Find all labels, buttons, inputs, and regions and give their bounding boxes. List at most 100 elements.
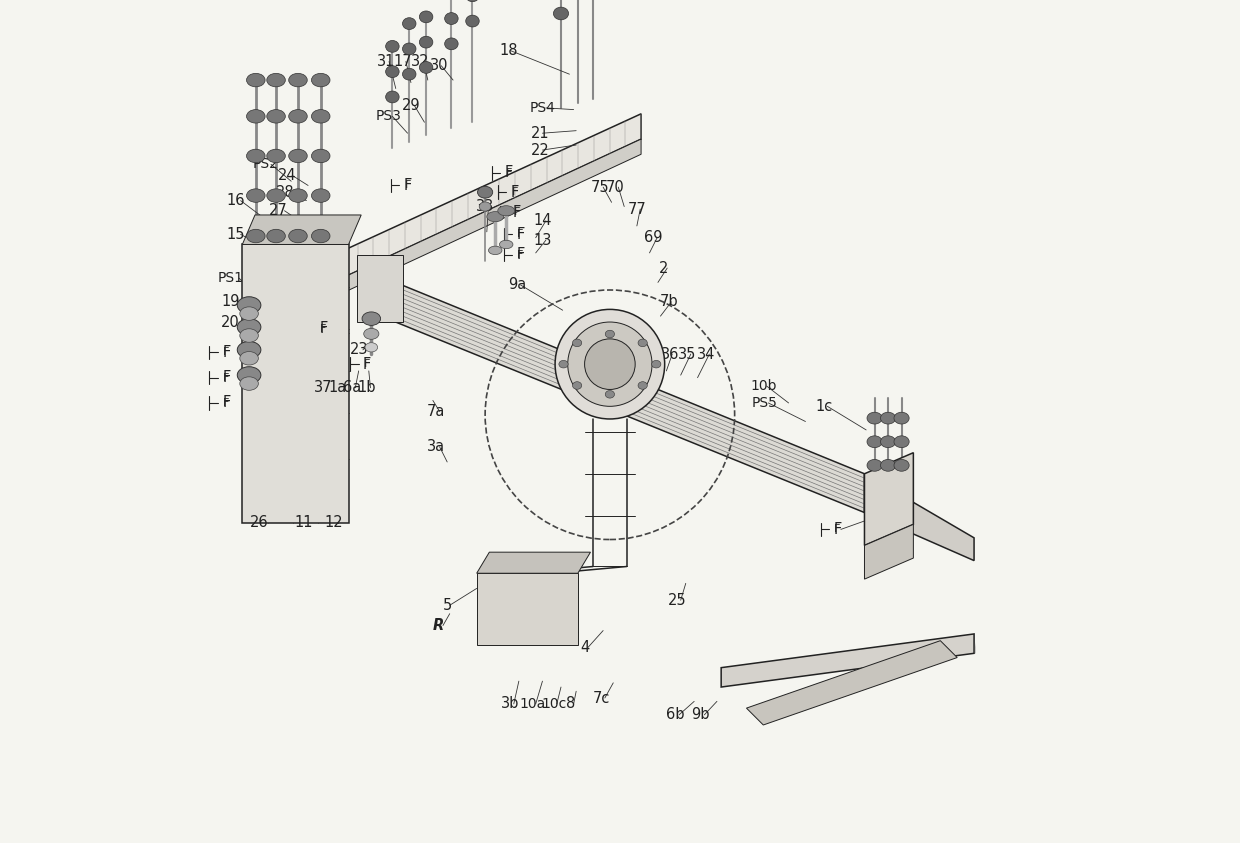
Text: PS1: PS1 — [217, 271, 243, 285]
Text: F: F — [516, 227, 525, 242]
Text: 7b: 7b — [660, 294, 678, 309]
Ellipse shape — [386, 91, 399, 103]
Text: F: F — [513, 207, 521, 217]
Text: 21: 21 — [531, 126, 549, 141]
Ellipse shape — [477, 186, 492, 198]
Text: F: F — [222, 345, 231, 360]
Ellipse shape — [867, 459, 882, 471]
Text: 3a: 3a — [427, 439, 445, 454]
Polygon shape — [746, 641, 957, 725]
Text: F: F — [403, 178, 412, 193]
Ellipse shape — [237, 367, 260, 384]
Text: F: F — [835, 524, 841, 534]
Ellipse shape — [880, 412, 895, 424]
Ellipse shape — [489, 246, 502, 255]
Text: 9a: 9a — [508, 277, 526, 293]
Text: F: F — [505, 165, 513, 180]
Text: PS4: PS4 — [529, 101, 556, 115]
Text: 5: 5 — [443, 598, 451, 613]
Ellipse shape — [573, 339, 582, 346]
Polygon shape — [342, 139, 641, 293]
Ellipse shape — [237, 341, 260, 358]
Ellipse shape — [605, 330, 615, 338]
Text: 4: 4 — [580, 640, 589, 655]
Ellipse shape — [311, 110, 330, 123]
Ellipse shape — [289, 189, 308, 202]
Text: 11: 11 — [295, 515, 314, 530]
Ellipse shape — [267, 73, 285, 87]
Ellipse shape — [880, 459, 895, 471]
Ellipse shape — [267, 189, 285, 202]
Text: 70: 70 — [605, 180, 624, 195]
Ellipse shape — [559, 360, 568, 368]
Polygon shape — [357, 255, 403, 322]
Ellipse shape — [311, 189, 330, 202]
Text: F: F — [517, 229, 523, 239]
Ellipse shape — [247, 149, 265, 163]
Ellipse shape — [639, 382, 647, 389]
Ellipse shape — [311, 229, 330, 243]
Polygon shape — [242, 215, 361, 244]
Ellipse shape — [239, 329, 258, 342]
Ellipse shape — [894, 412, 909, 424]
Ellipse shape — [466, 15, 479, 27]
Circle shape — [568, 322, 652, 406]
Ellipse shape — [880, 436, 895, 448]
Ellipse shape — [445, 13, 458, 24]
Text: F: F — [223, 398, 229, 408]
Ellipse shape — [605, 390, 615, 398]
Text: R: R — [433, 618, 444, 633]
Ellipse shape — [267, 110, 285, 123]
Ellipse shape — [289, 110, 308, 123]
Text: F: F — [223, 373, 229, 383]
Ellipse shape — [239, 377, 258, 390]
Ellipse shape — [239, 352, 258, 365]
Text: PS2: PS2 — [253, 158, 279, 171]
Ellipse shape — [365, 342, 378, 352]
Text: 1c: 1c — [816, 399, 832, 414]
Text: 13: 13 — [533, 233, 552, 248]
Ellipse shape — [403, 18, 415, 30]
Text: F: F — [222, 370, 231, 385]
Ellipse shape — [445, 38, 458, 50]
Text: 10b: 10b — [750, 379, 776, 393]
Ellipse shape — [289, 229, 308, 243]
Polygon shape — [864, 524, 914, 579]
Text: 20: 20 — [221, 314, 239, 330]
Text: F: F — [511, 187, 518, 197]
Text: F: F — [319, 321, 327, 336]
Text: 23: 23 — [350, 342, 368, 357]
Ellipse shape — [639, 339, 647, 346]
Polygon shape — [864, 453, 914, 545]
Ellipse shape — [237, 319, 260, 336]
Ellipse shape — [386, 66, 399, 78]
Text: F: F — [517, 250, 523, 260]
Text: F: F — [511, 185, 518, 200]
Circle shape — [556, 309, 665, 419]
Text: F: F — [222, 395, 231, 411]
Text: F: F — [363, 357, 371, 372]
Text: 15: 15 — [227, 227, 244, 242]
Ellipse shape — [419, 11, 433, 23]
Ellipse shape — [289, 149, 308, 163]
Polygon shape — [476, 552, 590, 573]
Text: 18: 18 — [500, 43, 518, 58]
Text: 1b: 1b — [358, 380, 377, 395]
Text: 2: 2 — [660, 260, 668, 276]
Text: 10a: 10a — [520, 697, 546, 711]
Ellipse shape — [867, 436, 882, 448]
Ellipse shape — [247, 73, 265, 87]
Text: 37: 37 — [314, 380, 332, 395]
Ellipse shape — [363, 329, 379, 340]
Text: 6b: 6b — [666, 707, 684, 722]
Text: 3b: 3b — [501, 696, 520, 711]
Polygon shape — [342, 114, 641, 278]
Text: 36: 36 — [661, 346, 680, 362]
Text: 25: 25 — [668, 593, 687, 608]
Ellipse shape — [247, 229, 265, 243]
Text: F: F — [223, 347, 229, 357]
Ellipse shape — [267, 149, 285, 163]
Ellipse shape — [419, 36, 433, 48]
Ellipse shape — [247, 110, 265, 123]
Text: F: F — [513, 205, 521, 220]
